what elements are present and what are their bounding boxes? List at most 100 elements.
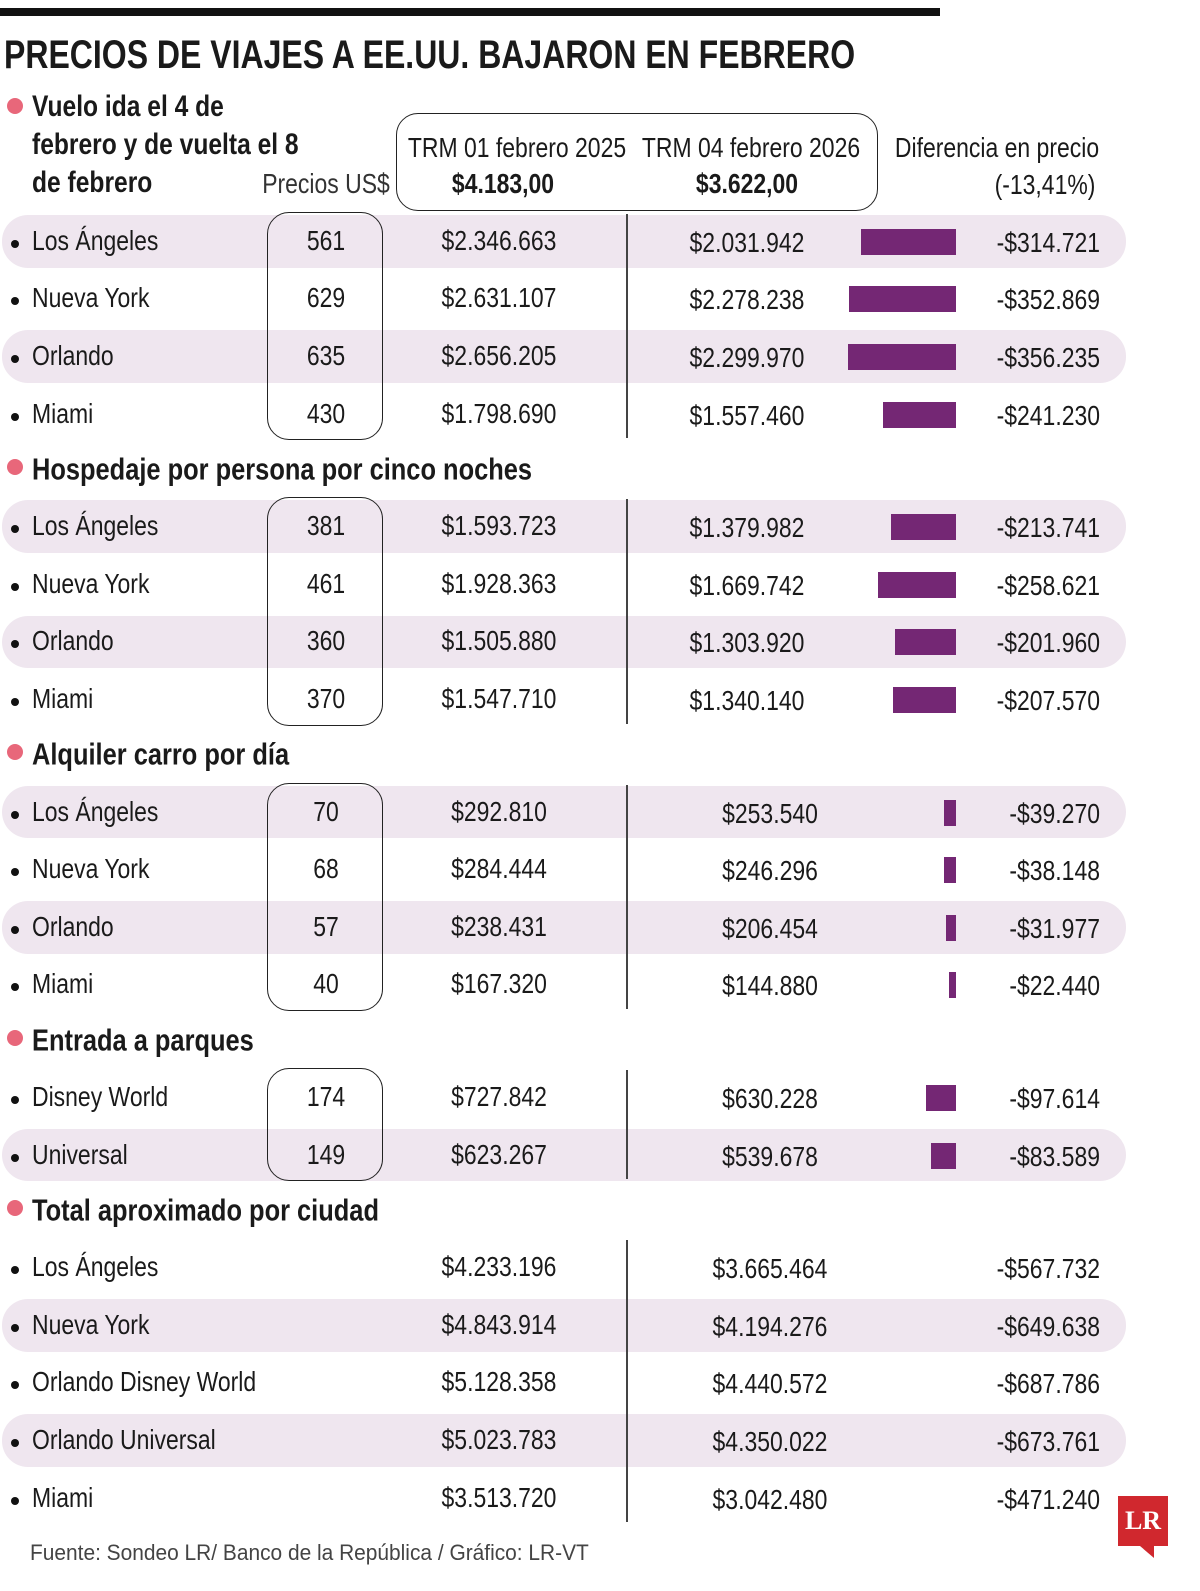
diff: -$673.761 [996,1426,1100,1457]
price-2025: $5.128.358 [441,1366,557,1398]
section-bullet [7,1199,23,1216]
row-shade [2,615,1126,669]
price-2025: $238.431 [451,910,547,942]
usd-price: 381 [306,510,346,542]
row-bullet [11,983,19,992]
city: Nueva York [32,567,150,599]
section-title: Total aproximado por ciudad [32,1192,379,1228]
city: Los Ángeles [32,224,159,256]
usd-header: Precios US$ [262,168,390,199]
city: Miami [32,1481,94,1513]
row-bullet [11,297,19,306]
diff-bar [893,687,956,713]
price-2026: $1.379.982 [689,512,805,544]
price-2026: $144.880 [722,970,818,1002]
diff: -$567.732 [996,1253,1100,1285]
trm2-header: TRM 04 febrero 2026 [641,132,861,163]
row-bullet [11,640,19,649]
usd-price: 561 [306,224,346,256]
diff: -$97.614 [1009,1083,1100,1114]
diff: -$22.440 [1009,970,1100,1002]
price-2025: $167.320 [451,968,547,1000]
row-bullet [11,355,19,363]
row-bullet [11,1266,19,1275]
price-2026: $539.678 [722,1140,818,1172]
diff-bar [946,914,956,941]
diff-header: Diferencia en precio [894,132,1100,163]
section-title: Vuelo ida el 4 de febrero y de vuelta el… [32,90,299,199]
diff: -$31.977 [1009,912,1100,944]
usd-box [267,782,383,1012]
diff-bar [860,228,956,255]
price-2025: $1.928.363 [441,567,557,599]
diff: -$213.741 [996,512,1100,544]
row-bullet [11,810,19,819]
chart-title: PRECIOS DE VIAJES A EE.UU. BAJARON EN FE… [4,33,856,77]
usd-box [267,1068,383,1182]
diff: -$356.235 [996,342,1100,373]
section-bullet [7,98,23,114]
diff: -$471.240 [996,1483,1100,1515]
usd-price: 360 [306,625,346,657]
price-2026: $3.665.464 [712,1253,828,1285]
row-bullet [11,582,19,591]
city: Miami [32,683,94,714]
row-shade [2,330,1126,383]
price-2026: $253.540 [722,797,818,829]
usd-price: 68 [313,853,339,885]
usd-price: 40 [313,968,339,1000]
row-bullet [11,1496,19,1505]
row-bullet [11,525,19,534]
price-2025: $292.810 [451,795,547,827]
price-2025: $1.798.690 [441,397,557,429]
diff: -$314.721 [996,226,1100,258]
price-2026: $4.194.276 [712,1310,828,1342]
row-bullet [11,868,19,877]
usd-price: 149 [306,1138,346,1170]
usd-price: 635 [306,340,346,371]
price-2025: $2.346.663 [441,224,557,256]
diff: -$207.570 [996,685,1100,716]
price-2026: $3.042.480 [712,1483,828,1515]
price-2025: $284.444 [451,853,547,885]
city: Disney World [32,1081,169,1112]
price-2026: $1.303.920 [689,627,805,659]
price-2025: $623.267 [451,1138,547,1170]
price-2026: $2.031.942 [689,226,805,258]
row-bullet [11,1096,19,1104]
diff-bar [877,571,956,598]
row-shade [2,1128,1126,1182]
row-bullet [11,698,19,706]
column-divider [626,1240,628,1523]
usd-price: 430 [306,397,346,429]
row-bullet [11,1439,19,1447]
diff: -$649.638 [996,1310,1100,1342]
row-bullet [11,1323,19,1332]
city: Orlando Disney World [32,1366,257,1398]
price-2025: $3.513.720 [441,1481,557,1513]
column-divider [626,784,628,1010]
diff: -$352.869 [996,284,1100,316]
diff-bar [894,629,956,656]
section-title: Entrada a parques [32,1022,254,1058]
price-2025: $1.593.723 [441,510,557,542]
city: Orlando [32,910,114,942]
price-2026: $4.440.572 [712,1368,828,1400]
usd-price: 629 [306,282,346,314]
city: Nueva York [32,1308,150,1340]
source: Fuente: Sondeo LR/ Banco de la República… [30,1540,589,1565]
row-bullet [11,1381,19,1390]
price-2026: $2.299.970 [689,342,805,373]
city: Miami [32,968,94,1000]
row-bullet [11,1153,19,1162]
usd-box [267,497,383,726]
city: Los Ángeles [32,510,159,542]
price-2025: $727.842 [451,1081,547,1112]
usd-price: 461 [306,567,346,599]
diff-bar [849,286,956,313]
logo-tail [1140,1546,1154,1558]
price-2025: $5.023.783 [441,1424,557,1455]
diff-bar [930,1142,956,1169]
diff: -$241.230 [996,399,1100,431]
